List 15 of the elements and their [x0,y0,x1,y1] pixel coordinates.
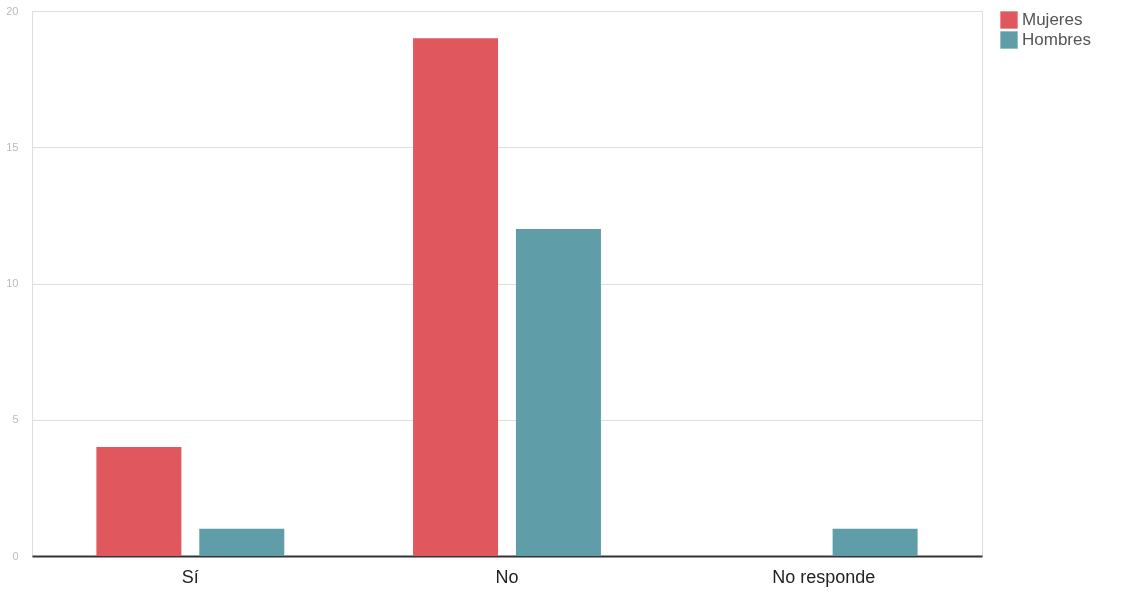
y-tick-label: 20 [6,4,19,17]
legend-label: Hombres [1022,30,1091,49]
y-tick-label: 15 [6,140,19,153]
x-tick-label: No responde [772,566,876,587]
bar [832,528,918,556]
y-tick-label: 5 [12,413,19,426]
x-tick-label: Sí [181,566,199,587]
y-tick-label: 10 [6,277,19,289]
bar [96,447,182,556]
bar [413,38,499,556]
bar [515,229,601,556]
bar [199,528,285,556]
legend-label: Mujeres [1022,10,1083,29]
y-tick-label: 0 [12,549,19,562]
x-tick-label: No [495,566,519,587]
